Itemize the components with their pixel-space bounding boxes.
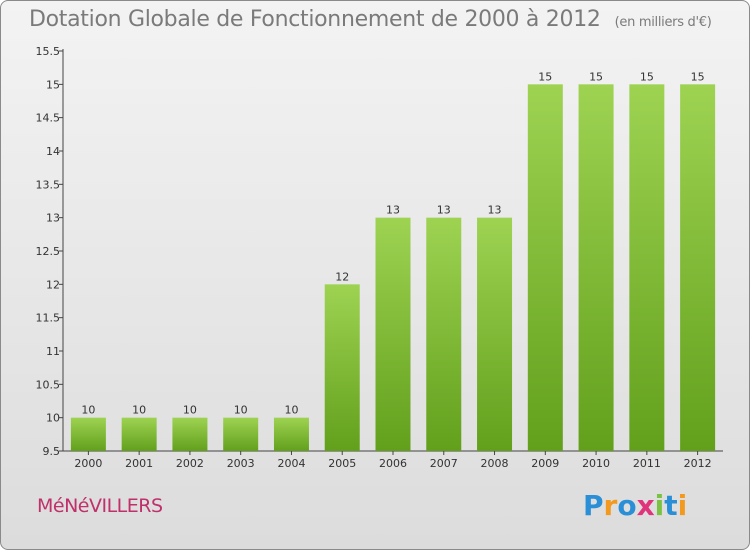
bar-2006 [375, 217, 411, 451]
x-tick-label: 2002 [176, 457, 204, 470]
x-tick-label: 2001 [125, 457, 153, 470]
logo-letter: r [603, 489, 618, 522]
commune-name: MéNéVILLERS [37, 495, 163, 517]
y-tick-label: 12 [46, 278, 60, 291]
y-tick-label: 12.5 [36, 245, 61, 258]
bar-2000 [70, 417, 106, 451]
value-label: 15 [691, 70, 705, 83]
bar-2005 [324, 284, 360, 451]
bar-2008 [477, 217, 513, 451]
x-tick-label: 2003 [227, 457, 255, 470]
proxiti-logo[interactable]: Proxiti [583, 489, 687, 522]
x-tick-label: 2012 [684, 457, 712, 470]
y-tick-label: 15.5 [36, 45, 61, 58]
x-tick-label: 2007 [430, 457, 458, 470]
y-tick-label: 14.5 [36, 112, 61, 125]
value-label: 10 [284, 404, 298, 417]
y-tick-label: 11 [46, 345, 60, 358]
logo-letter: i [654, 489, 665, 522]
y-tick-label: 11.5 [36, 312, 61, 325]
logo-letter: o [617, 489, 637, 522]
value-label: 13 [488, 204, 502, 217]
bar-2007 [426, 217, 462, 451]
value-label: 13 [437, 204, 451, 217]
x-tick-label: 2009 [531, 457, 559, 470]
value-label: 15 [640, 70, 654, 83]
value-label: 10 [81, 404, 95, 417]
value-label: 15 [589, 70, 603, 83]
value-label: 15 [538, 70, 552, 83]
bar-2003 [223, 417, 259, 451]
y-tick-label: 10 [46, 412, 60, 425]
bar-2009 [527, 84, 563, 451]
x-tick-label: 2006 [379, 457, 407, 470]
logo-letter: x [636, 489, 655, 522]
value-label: 10 [132, 404, 146, 417]
y-tick-label: 9.5 [43, 445, 61, 458]
logo-letter: i [677, 489, 688, 522]
bar-2002 [172, 417, 208, 451]
logo-letter: P [583, 489, 604, 522]
x-tick-label: 2004 [277, 457, 305, 470]
bar-2010 [578, 84, 614, 451]
y-tick-label: 10.5 [36, 378, 61, 391]
value-label: 10 [234, 404, 248, 417]
y-tick-label: 13 [46, 212, 60, 225]
logo-letter: t [664, 489, 678, 522]
title-text: Dotation Globale de Fonctionnement de 20… [29, 7, 601, 32]
bar-2001 [121, 417, 157, 451]
chart-title: Dotation Globale de Fonctionnement de 20… [29, 7, 712, 32]
bar-2012 [680, 84, 716, 451]
y-tick-label: 14 [46, 145, 60, 158]
x-tick-label: 2005 [328, 457, 356, 470]
bar-2004 [273, 417, 309, 451]
x-tick-label: 2008 [481, 457, 509, 470]
x-tick-label: 2000 [74, 457, 102, 470]
y-tick-label: 15 [46, 78, 60, 91]
value-label: 12 [335, 270, 349, 283]
value-label: 10 [183, 404, 197, 417]
y-tick-label: 13.5 [36, 178, 61, 191]
x-tick-label: 2011 [633, 457, 661, 470]
bar-2011 [629, 84, 665, 451]
value-label: 13 [386, 204, 400, 217]
chart-subtitle: (en milliers d'€) [614, 15, 712, 30]
x-tick-label: 2010 [582, 457, 610, 470]
